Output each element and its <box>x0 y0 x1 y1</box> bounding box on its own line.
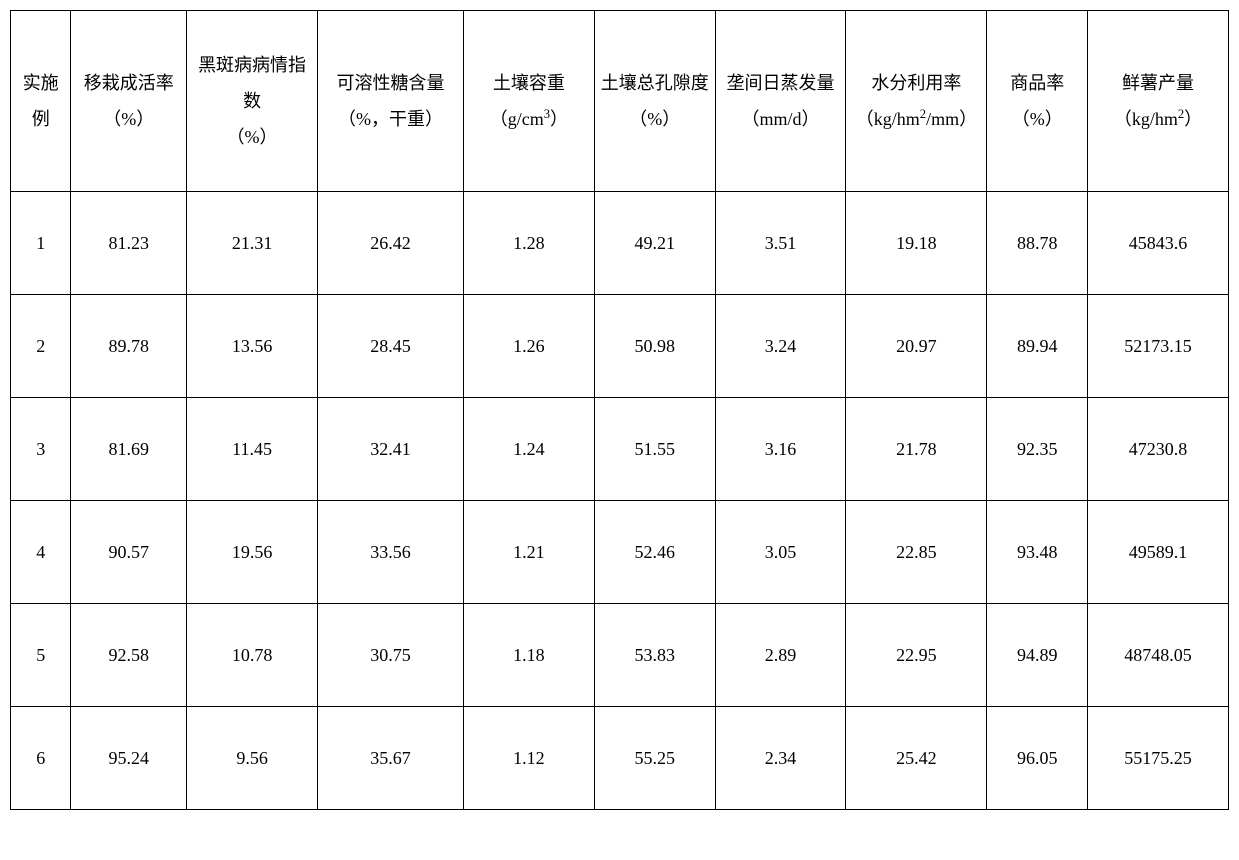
cell-r4-c1: 92.58 <box>71 604 187 707</box>
cell-r0-c3: 26.42 <box>318 192 464 295</box>
table-row: 381.6911.4532.411.2451.553.1621.7892.354… <box>11 398 1229 501</box>
col-header-4: 土壤容重（g/cm3） <box>463 11 594 192</box>
cell-r3-c4: 1.21 <box>463 501 594 604</box>
cell-r0-c6: 3.51 <box>715 192 846 295</box>
cell-r0-c7: 19.18 <box>846 192 987 295</box>
header-row: 实施例移栽成活率（%）黑斑病病情指数（%）可溶性糖含量（%，干重）土壤容重（g/… <box>11 11 1229 192</box>
cell-r4-c0: 5 <box>11 604 71 707</box>
cell-r0-c8: 88.78 <box>987 192 1088 295</box>
table-row: 490.5719.5633.561.2152.463.0522.8593.484… <box>11 501 1229 604</box>
col-header-1: 移栽成活率（%） <box>71 11 187 192</box>
cell-r1-c5: 50.98 <box>594 295 715 398</box>
cell-r3-c5: 52.46 <box>594 501 715 604</box>
cell-r4-c4: 1.18 <box>463 604 594 707</box>
cell-r4-c6: 2.89 <box>715 604 846 707</box>
cell-r3-c6: 3.05 <box>715 501 846 604</box>
cell-r4-c3: 30.75 <box>318 604 464 707</box>
cell-r2-c1: 81.69 <box>71 398 187 501</box>
cell-r4-c5: 53.83 <box>594 604 715 707</box>
cell-r0-c1: 81.23 <box>71 192 187 295</box>
cell-r4-c2: 10.78 <box>187 604 318 707</box>
cell-r0-c9: 45843.6 <box>1088 192 1229 295</box>
cell-r1-c3: 28.45 <box>318 295 464 398</box>
cell-r1-c2: 13.56 <box>187 295 318 398</box>
cell-r1-c4: 1.26 <box>463 295 594 398</box>
cell-r5-c1: 95.24 <box>71 707 187 810</box>
table-head: 实施例移栽成活率（%）黑斑病病情指数（%）可溶性糖含量（%，干重）土壤容重（g/… <box>11 11 1229 192</box>
table-row: 181.2321.3126.421.2849.213.5119.1888.784… <box>11 192 1229 295</box>
cell-r1-c0: 2 <box>11 295 71 398</box>
table-body: 181.2321.3126.421.2849.213.5119.1888.784… <box>11 192 1229 810</box>
cell-r2-c8: 92.35 <box>987 398 1088 501</box>
cell-r4-c8: 94.89 <box>987 604 1088 707</box>
cell-r2-c6: 3.16 <box>715 398 846 501</box>
data-table: 实施例移栽成活率（%）黑斑病病情指数（%）可溶性糖含量（%，干重）土壤容重（g/… <box>10 10 1229 810</box>
cell-r2-c3: 32.41 <box>318 398 464 501</box>
cell-r1-c1: 89.78 <box>71 295 187 398</box>
cell-r2-c4: 1.24 <box>463 398 594 501</box>
cell-r5-c3: 35.67 <box>318 707 464 810</box>
col-header-6: 垄间日蒸发量（mm/d） <box>715 11 846 192</box>
col-header-2: 黑斑病病情指数（%） <box>187 11 318 192</box>
cell-r5-c9: 55175.25 <box>1088 707 1229 810</box>
cell-r1-c7: 20.97 <box>846 295 987 398</box>
cell-r1-c9: 52173.15 <box>1088 295 1229 398</box>
cell-r4-c7: 22.95 <box>846 604 987 707</box>
cell-r2-c2: 11.45 <box>187 398 318 501</box>
col-header-7: 水分利用率（kg/hm2/mm） <box>846 11 987 192</box>
cell-r0-c5: 49.21 <box>594 192 715 295</box>
cell-r3-c0: 4 <box>11 501 71 604</box>
table-row: 592.5810.7830.751.1853.832.8922.9594.894… <box>11 604 1229 707</box>
cell-r5-c8: 96.05 <box>987 707 1088 810</box>
cell-r3-c3: 33.56 <box>318 501 464 604</box>
cell-r3-c1: 90.57 <box>71 501 187 604</box>
cell-r2-c7: 21.78 <box>846 398 987 501</box>
cell-r4-c9: 48748.05 <box>1088 604 1229 707</box>
cell-r5-c6: 2.34 <box>715 707 846 810</box>
cell-r2-c9: 47230.8 <box>1088 398 1229 501</box>
table-row: 695.249.5635.671.1255.252.3425.4296.0555… <box>11 707 1229 810</box>
col-header-5: 土壤总孔隙度（%） <box>594 11 715 192</box>
cell-r3-c7: 22.85 <box>846 501 987 604</box>
cell-r3-c8: 93.48 <box>987 501 1088 604</box>
cell-r2-c0: 3 <box>11 398 71 501</box>
cell-r5-c2: 9.56 <box>187 707 318 810</box>
cell-r5-c7: 25.42 <box>846 707 987 810</box>
table-row: 289.7813.5628.451.2650.983.2420.9789.945… <box>11 295 1229 398</box>
col-header-8: 商品率（%） <box>987 11 1088 192</box>
cell-r1-c6: 3.24 <box>715 295 846 398</box>
col-header-0: 实施例 <box>11 11 71 192</box>
cell-r0-c4: 1.28 <box>463 192 594 295</box>
cell-r0-c2: 21.31 <box>187 192 318 295</box>
cell-r5-c5: 55.25 <box>594 707 715 810</box>
cell-r2-c5: 51.55 <box>594 398 715 501</box>
cell-r5-c0: 6 <box>11 707 71 810</box>
cell-r3-c2: 19.56 <box>187 501 318 604</box>
cell-r3-c9: 49589.1 <box>1088 501 1229 604</box>
col-header-3: 可溶性糖含量（%，干重） <box>318 11 464 192</box>
cell-r5-c4: 1.12 <box>463 707 594 810</box>
cell-r1-c8: 89.94 <box>987 295 1088 398</box>
col-header-9: 鲜薯产量（kg/hm2） <box>1088 11 1229 192</box>
cell-r0-c0: 1 <box>11 192 71 295</box>
